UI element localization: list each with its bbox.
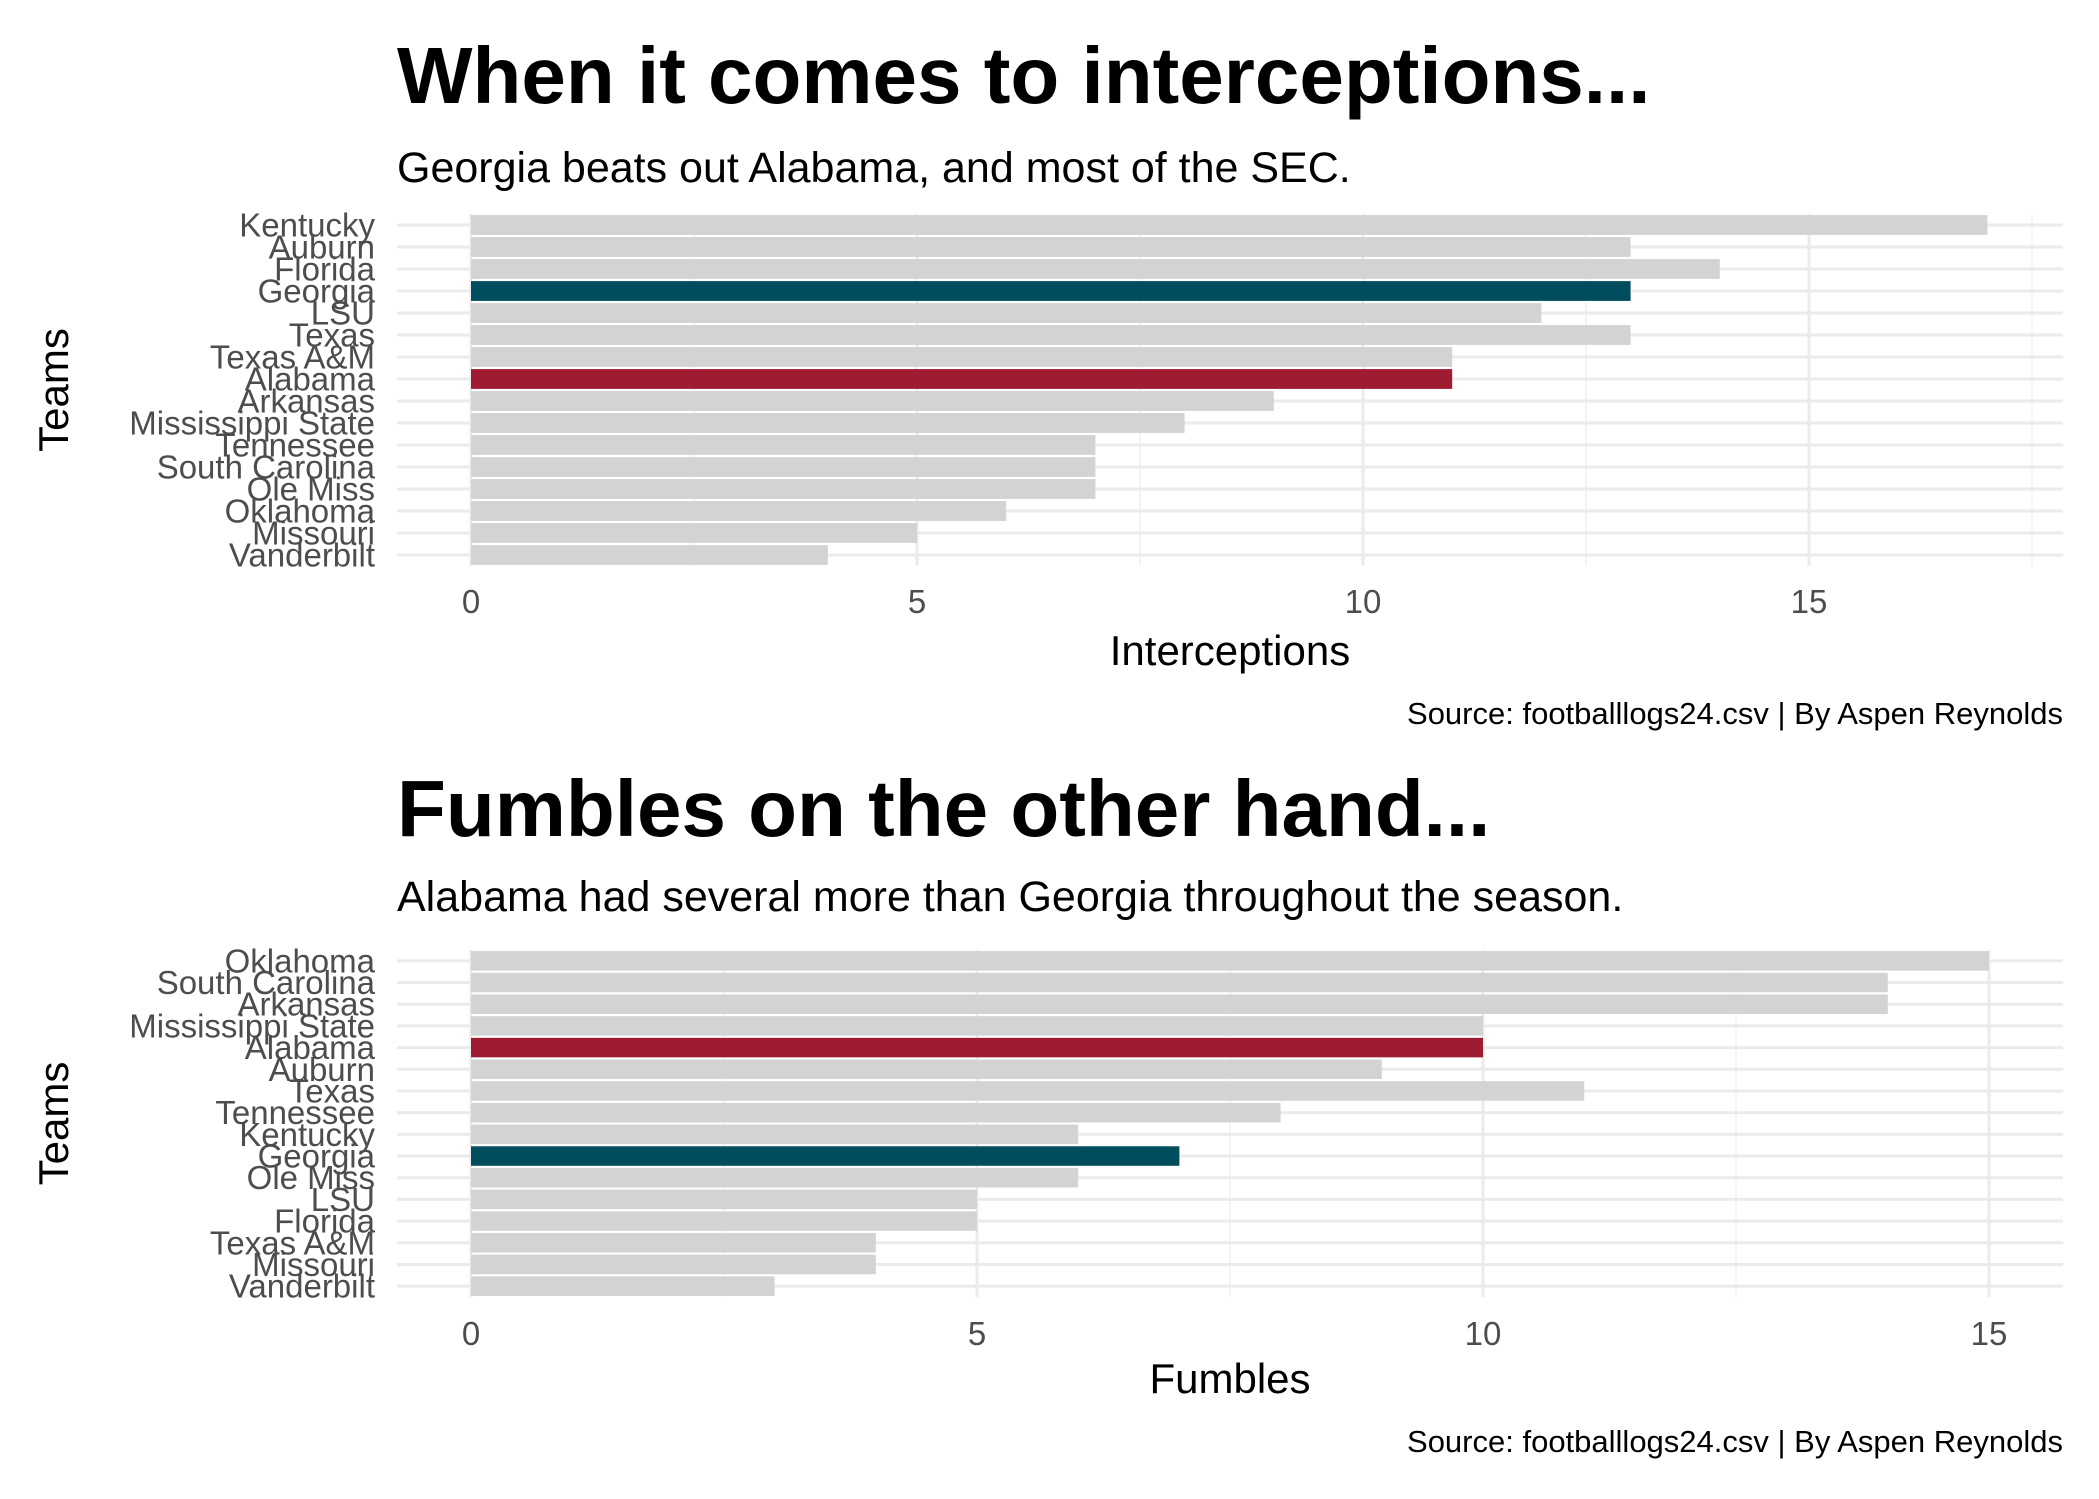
bar-vanderbilt — [471, 545, 828, 565]
bar-lsu — [471, 303, 1542, 323]
bar-vanderbilt — [471, 1276, 775, 1296]
team-label-texas-a-m: Texas A&M — [210, 1224, 375, 1261]
bar-texas — [471, 1081, 1585, 1101]
team-label-kentucky: Kentucky — [239, 207, 375, 244]
chart-subtitle: Alabama had several more than Georgia th… — [397, 873, 1623, 921]
team-label-texas: Texas — [289, 1072, 375, 1109]
team-label-georgia: Georgia — [258, 273, 376, 310]
bar-ole-miss — [471, 1167, 1079, 1188]
bar-alabama — [471, 369, 1453, 389]
team-label-tennessee: Tennessee — [215, 1094, 375, 1131]
team-label-missouri: Missouri — [252, 515, 375, 552]
y-axis-title: Teams — [30, 328, 77, 452]
x-axis-title: Fumbles — [1149, 1355, 1310, 1402]
team-label-missouri: Missouri — [252, 1246, 375, 1283]
bar-texas-a-m — [471, 1233, 876, 1253]
bar-mississippi-state — [471, 1016, 1483, 1036]
team-label-tennessee: Tennessee — [215, 427, 375, 464]
bar-south-carolina — [471, 457, 1096, 477]
bar-lsu — [471, 1189, 977, 1210]
bar-kentucky — [471, 1124, 1079, 1145]
x-tick-label: 0 — [462, 583, 480, 620]
team-label-auburn: Auburn — [269, 229, 375, 266]
bar-florida — [471, 259, 1720, 279]
team-label-florida: Florida — [274, 1203, 376, 1240]
bar-texas — [471, 325, 1631, 345]
x-tick-label: 10 — [1465, 1315, 1502, 1352]
team-label-south-carolina: South Carolina — [157, 449, 376, 486]
team-label-mississippi-state: Mississippi State — [129, 405, 375, 442]
team-label-vanderbilt: Vanderbilt — [229, 537, 375, 574]
team-label-vanderbilt: Vanderbilt — [229, 1268, 375, 1305]
bar-kentucky — [471, 215, 1988, 235]
team-label-georgia: Georgia — [258, 1138, 376, 1175]
bar-florida — [471, 1211, 977, 1231]
team-label-lsu: LSU — [311, 295, 375, 332]
team-label-oklahoma: Oklahoma — [225, 493, 376, 530]
bar-georgia — [471, 1146, 1180, 1166]
bar-missouri — [471, 523, 917, 543]
team-label-arkansas: Arkansas — [237, 383, 375, 420]
x-tick-label: 15 — [1791, 583, 1828, 620]
team-label-south-carolina: South Carolina — [157, 964, 376, 1001]
bar-missouri — [471, 1254, 876, 1275]
bar-oklahoma — [471, 501, 1007, 521]
bar-auburn — [471, 237, 1631, 257]
x-axis-title: Interceptions — [1110, 627, 1350, 674]
bar-mississippi-state — [471, 413, 1185, 433]
chart-title: Fumbles on the other hand... — [397, 764, 1490, 853]
bar-alabama — [471, 1037, 1483, 1058]
bar-georgia — [471, 281, 1631, 301]
bar-auburn — [471, 1059, 1382, 1080]
team-label-ole-miss: Ole Miss — [247, 1159, 375, 1196]
team-label-kentucky: Kentucky — [239, 1116, 375, 1153]
bar-tennessee — [471, 1102, 1281, 1123]
bar-oklahoma — [471, 951, 1989, 971]
team-label-alabama: Alabama — [245, 361, 376, 398]
x-tick-label: 5 — [908, 583, 926, 620]
chart-caption: Source: footballlogs24.csv | By Aspen Re… — [1407, 696, 2063, 731]
chart-subtitle: Georgia beats out Alabama, and most of t… — [397, 144, 1351, 192]
chart-title: When it comes to interceptions... — [397, 31, 1650, 120]
y-axis-title: Teams — [30, 1062, 77, 1186]
team-label-lsu: LSU — [311, 1181, 375, 1218]
team-label-ole-miss: Ole Miss — [247, 471, 375, 508]
bar-arkansas — [471, 994, 1888, 1014]
x-tick-label: 5 — [968, 1315, 986, 1352]
team-label-arkansas: Arkansas — [237, 986, 375, 1023]
team-label-mississippi-state: Mississippi State — [129, 1007, 375, 1044]
team-label-auburn: Auburn — [269, 1051, 375, 1088]
bar-texas-a-m — [471, 347, 1453, 367]
x-tick-label: 10 — [1345, 583, 1382, 620]
x-tick-label: 15 — [1971, 1315, 2008, 1352]
x-tick-label: 0 — [462, 1315, 480, 1352]
bar-ole-miss — [471, 479, 1096, 499]
bar-tennessee — [471, 435, 1096, 455]
chart-caption: Source: footballlogs24.csv | By Aspen Re… — [1407, 1424, 2063, 1459]
team-label-texas-a-m: Texas A&M — [210, 339, 375, 376]
team-label-texas: Texas — [289, 317, 375, 354]
team-label-alabama: Alabama — [245, 1029, 376, 1066]
team-label-oklahoma: Oklahoma — [225, 942, 376, 979]
bar-arkansas — [471, 391, 1274, 411]
bar-south-carolina — [471, 972, 1888, 993]
team-label-florida: Florida — [274, 251, 376, 288]
